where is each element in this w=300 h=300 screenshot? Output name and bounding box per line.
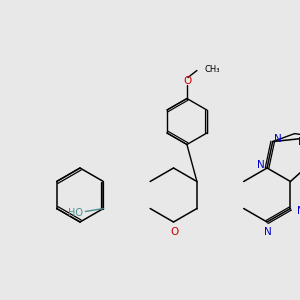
- Text: N: N: [274, 134, 282, 144]
- Text: N: N: [264, 227, 272, 237]
- Text: HO: HO: [68, 208, 83, 218]
- Text: N: N: [297, 206, 300, 217]
- Text: O: O: [170, 227, 179, 237]
- Text: N: N: [298, 137, 300, 147]
- Text: N: N: [257, 160, 265, 170]
- Text: O: O: [184, 76, 192, 85]
- Text: CH₃: CH₃: [205, 65, 220, 74]
